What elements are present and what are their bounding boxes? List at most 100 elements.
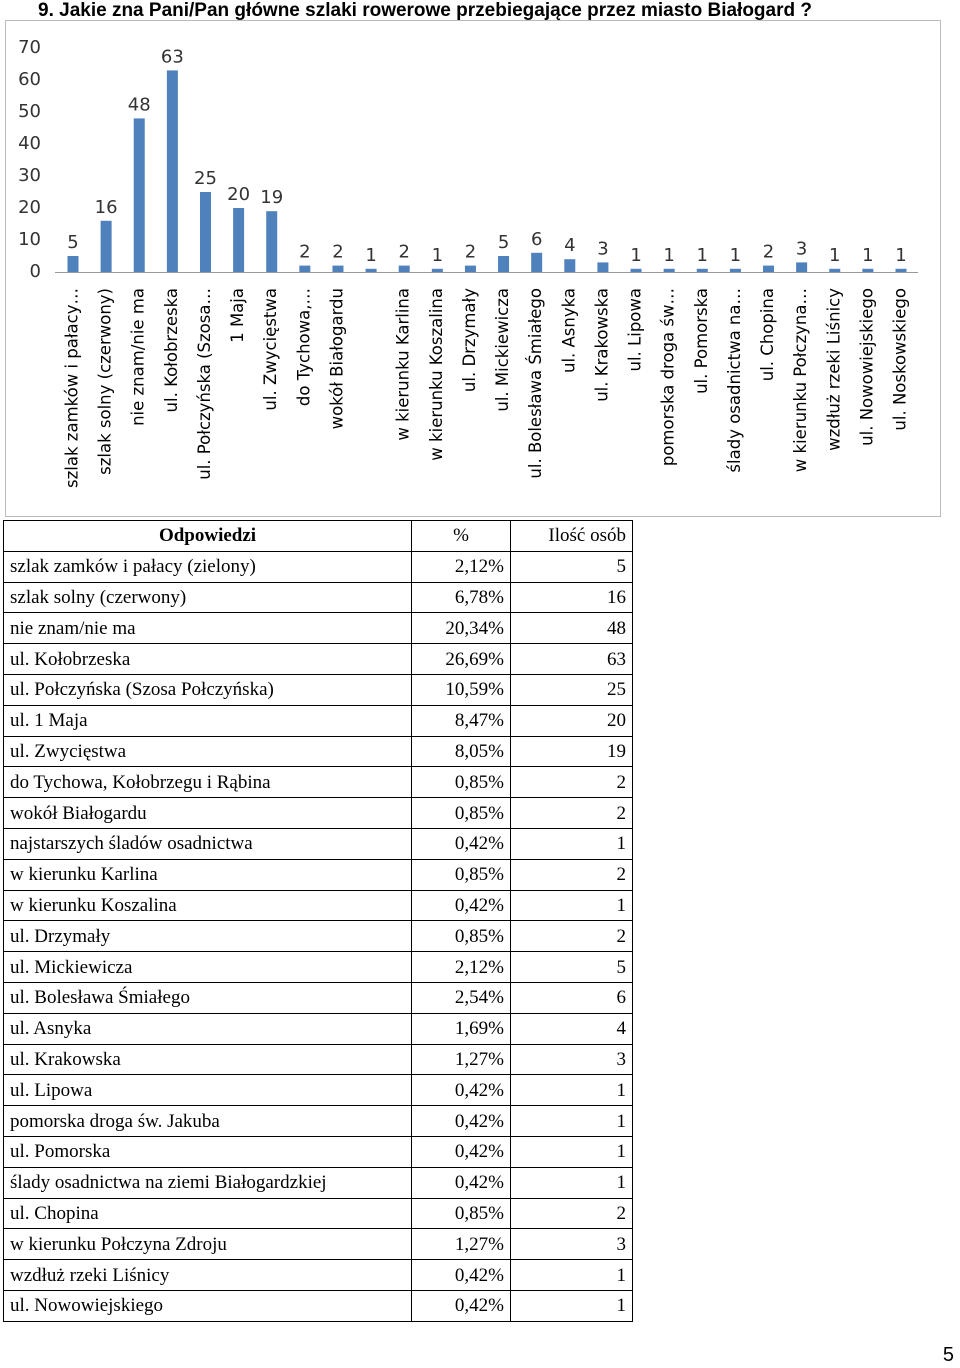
table-cell: 0,42% [411,1074,511,1107]
x-tick-label: wokół Białogardu [327,288,346,429]
bar [763,265,775,272]
table-row: w kierunku Połczyna Zdroju 1,27% 3 [3,1228,633,1261]
table-row: ul. Chopina 0,85% 2 [3,1197,633,1230]
table-cell: w kierunku Koszalina [3,889,412,922]
bar [299,265,311,272]
x-tick-label: pomorska droga św… [659,288,678,466]
table-row: nie znam/nie ma 20,34% 48 [3,612,633,645]
data-label: 2 [398,242,409,263]
table-row: do Tychowa, Kołobrzegu i Rąbina 0,85% 2 [3,766,633,799]
bar [829,268,841,272]
bar [199,192,211,272]
table-cell: 1 [510,889,633,922]
table-row: ul. Drzymały 0,85% 2 [3,920,633,953]
question-title: 9. Jakie zna Pani/Pan główne szlaki rowe… [38,0,812,21]
bar [862,268,874,272]
table-row: w kierunku Karlina 0,85% 2 [3,858,633,891]
table-cell: ul. Bolesława Śmiałego [3,981,412,1014]
bar [365,268,377,272]
x-tick-label: do Tychowa,… [294,288,313,406]
table-row: wzdłuż rzeki Liśnicy 0,42% 1 [3,1259,633,1291]
table-cell: 0,85% [411,797,511,829]
bar [266,211,278,272]
data-label: 1 [432,245,443,266]
table-cell: 0,85% [411,920,511,953]
table-cell: 26,69% [411,643,511,675]
table-cell: 16 [510,581,633,614]
table-cell: 48 [510,612,633,645]
x-tick-label: ul. Zwycięstwa [261,288,280,411]
bar [498,256,510,272]
data-label: 4 [564,235,575,256]
table-cell: ul. Połczyńska (Szosa Połczyńska) [3,673,412,706]
table-cell: w kierunku Połczyna Zdroju [3,1228,412,1261]
data-label: 20 [227,184,250,205]
table-cell: 63 [510,643,633,675]
table-row: ul. Połczyńska (Szosa Połczyńska) 10,59% 2… [3,673,633,706]
table-cell: 2,54% [411,981,511,1014]
table-cell: ul. Zwycięstwa [3,735,412,768]
data-label: 1 [862,245,873,266]
table-cell: szlak solny (czerwony) [3,581,412,614]
table-cell: 0,42% [411,889,511,922]
y-tick-label: 0 [30,261,41,282]
data-label: 1 [630,245,641,266]
table-row: wokół Białogardu 0,85% 2 [3,797,633,829]
table-row: ślady osadnictwa na ziemi Białogardzkiej… [3,1166,633,1199]
table-cell: 1,27% [411,1043,511,1076]
table-cell: 2 [510,797,633,829]
x-tick-label: ul. Mickiewicza [493,288,512,412]
table-cell: 20 [510,704,633,737]
page-number: 5 [942,1344,954,1366]
table-row: ul. Zwycięstwa 8,05% 19 [3,735,633,768]
table-row: najstarszych śladów osadnictwa 0,42% 1 [3,827,633,860]
data-label: 2 [299,242,310,263]
x-tick-label: ślady osadnictwa na… [725,288,744,473]
data-label: 63 [161,46,184,67]
table-row: ul. Krakowska 1,27% 3 [3,1043,633,1076]
x-tick-label: w kierunku Karlina [394,288,413,441]
table-cell: 0,42% [411,1135,511,1168]
table-cell: 4 [510,1012,633,1045]
table-row: ul. Pomorska 0,42% 1 [3,1135,633,1168]
table-cell: 1 [510,1166,633,1199]
table-cell: 2 [510,858,633,891]
bar [895,268,907,272]
bar [531,252,543,272]
data-label: 5 [67,232,78,253]
table-row: ul. Bolesława Śmiałego 2,54% 6 [3,981,633,1014]
table-cell: 1 [510,1105,633,1137]
table-cell: ślady osadnictwa na ziemi Białogardzkiej [3,1166,412,1199]
table-cell: 3 [510,1043,633,1076]
x-tick-label: ul. Pomorska [692,288,711,394]
bar [67,256,79,272]
bar [696,268,708,272]
data-label: 6 [531,229,542,250]
bar [398,265,410,272]
x-tick-label: w kierunku Połczyna… [791,288,810,472]
table-cell: 1 [510,1259,633,1291]
table-cell: 0,85% [411,766,511,799]
y-tick-label: 10 [18,229,41,250]
table-cell: szlak zamków i pałacy (zielony) [3,550,412,583]
table-row: ul. Nowowiejskiego 0,42% 1 [3,1289,633,1322]
bar [332,265,344,272]
table-cell: 2,12% [411,951,511,983]
table-cell: 25 [510,673,633,706]
table-cell: 1 [510,1135,633,1168]
table-cell: 1,69% [411,1012,511,1045]
data-label: 5 [498,232,509,253]
x-tick-label: ul. Chopina [758,288,777,381]
table-cell: ul. Lipowa [3,1074,412,1107]
table-row: pomorska droga św. Jakuba 0,42% 1 [3,1105,633,1137]
data-label: 2 [332,242,343,263]
table-cell: 2 [510,766,633,799]
data-label: 1 [663,245,674,266]
table-cell: 2 [510,920,633,953]
y-tick-label: 70 [18,37,41,58]
table-row: ul. Kołobrzeska 26,69% 63 [3,643,633,675]
table-cell: 6 [510,981,633,1014]
bar [133,118,145,273]
